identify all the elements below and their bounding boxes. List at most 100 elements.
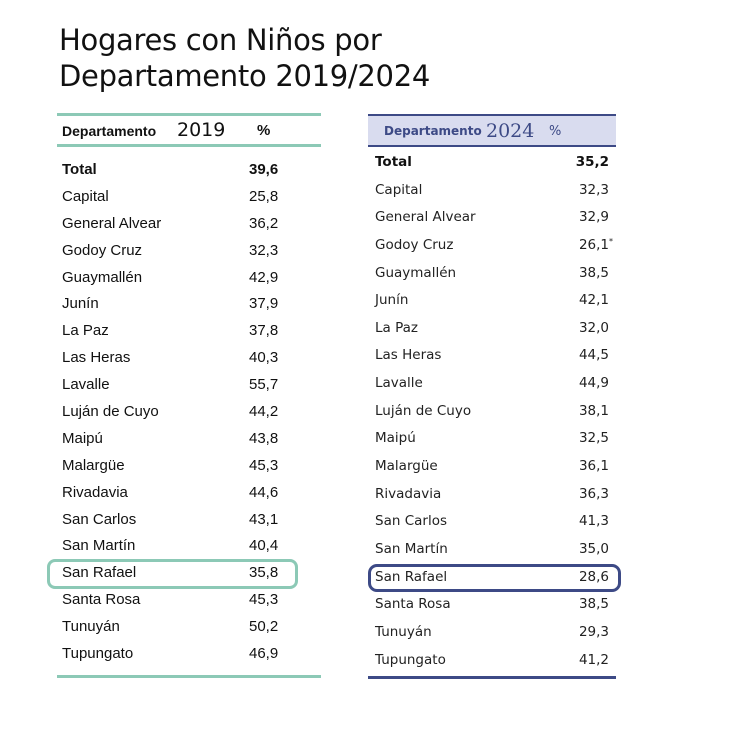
table-row: General Alvear 32,9 <box>368 206 616 234</box>
header-percent: % <box>257 122 271 139</box>
row-name: Luján de Cuyo <box>62 403 159 421</box>
bottom-rule <box>368 676 616 680</box>
highlight-box <box>47 559 298 590</box>
top-rule <box>368 114 616 116</box>
row-value: 26,1 <box>578 236 609 253</box>
top-rule <box>57 113 321 116</box>
table-row: Rivadavia 36,3 <box>368 483 616 511</box>
header-departamento: Departamento <box>384 124 482 138</box>
table-row: San Martín 40,4 <box>57 534 321 561</box>
row-value: 55,7 <box>249 376 279 394</box>
table-row: Malargüe 36,1 <box>368 455 616 483</box>
row-name: Rivadavia <box>375 485 442 502</box>
table-row: Las Heras 40,3 <box>57 346 321 373</box>
row-value: 36,2 <box>249 214 279 232</box>
footnote-marker: * <box>609 236 613 246</box>
row-value: 32,5 <box>578 430 609 447</box>
row-value: 35,2 <box>575 154 609 170</box>
row-value: 45,3 <box>249 456 279 474</box>
table-row: Capital 32,3 <box>368 179 616 207</box>
row-value: 44,5 <box>578 347 609 364</box>
table-2024: Departamento 2024 % Total 35,2 Capital 32,3… <box>368 114 621 680</box>
title-line-1: Hogares con Niños por <box>59 23 382 57</box>
row-value: 42,9 <box>249 268 279 286</box>
row-value: 36,1 <box>578 458 609 475</box>
table-row: Maipú 43,8 <box>57 427 321 454</box>
row-name: La Paz <box>62 322 109 340</box>
row-value: 36,3 <box>578 485 609 502</box>
row-name: Maipú <box>62 429 103 447</box>
row-name: Godoy Cruz <box>62 241 143 259</box>
row-value: 38,5 <box>578 596 609 613</box>
row-name: Guaymallén <box>375 264 457 281</box>
row-name: Godoy Cruz <box>375 236 454 253</box>
table-row: Malargüe 45,3 <box>57 454 321 481</box>
row-name: Capital <box>375 181 423 198</box>
row-name: Las Heras <box>375 347 442 364</box>
row-value: 44,6 <box>249 483 279 501</box>
row-value: 45,3 <box>249 591 279 609</box>
row-value: 43,8 <box>249 429 279 447</box>
table-header: Departamento 2024 % <box>368 116 616 145</box>
row-name: Maipú <box>375 430 416 447</box>
header-year: 2024 <box>486 120 535 142</box>
table-row: General Alvear 36,2 <box>57 212 321 239</box>
header-year: 2019 <box>177 119 226 141</box>
table-row: Godoy Cruz 26,1* <box>368 234 616 262</box>
row-name: Las Heras <box>62 349 131 367</box>
row-value: 41,2 <box>578 651 609 668</box>
table-row: Tunuyán 50,2 <box>57 615 321 642</box>
header-rule <box>368 145 616 147</box>
row-value: 38,5 <box>578 264 609 281</box>
row-name: Malargüe <box>62 456 125 474</box>
row-name: Guaymallén <box>62 268 143 286</box>
table-row: La Paz 37,8 <box>57 319 321 346</box>
row-name: Santa Rosa <box>62 591 141 609</box>
row-value: 29,3 <box>578 623 609 640</box>
table-row: Maipú 32,5 <box>368 427 616 455</box>
table-row: Godoy Cruz 32,3 <box>57 239 321 266</box>
row-value: 35,8 <box>249 564 279 582</box>
table-row: Junín 42,1 <box>368 289 616 317</box>
row-name: Junín <box>375 292 409 309</box>
row-value: 40,3 <box>249 349 279 367</box>
table-row: Tupungato 46,9 <box>57 642 321 669</box>
table-row: La Paz 32,0 <box>368 317 616 345</box>
total-row: Total 35,2 <box>368 151 616 179</box>
header-rule <box>57 144 321 147</box>
highlight-box <box>368 563 621 592</box>
table-row: San Carlos 41,3 <box>368 510 616 538</box>
table-row: Rivadavia 44,6 <box>57 481 321 508</box>
table-row: Guaymallén 42,9 <box>57 266 321 293</box>
row-name: San Carlos <box>62 510 137 528</box>
row-name: San Rafael <box>62 564 137 582</box>
row-value: 32,9 <box>578 209 609 226</box>
row-name: Total <box>375 154 412 170</box>
row-name: San Carlos <box>375 513 447 530</box>
table-row: San Rafael 35,8 <box>47 559 321 590</box>
row-name: San Martín <box>375 540 448 557</box>
table-row: San Rafael 28,6 <box>368 563 621 594</box>
row-name: La Paz <box>375 319 418 336</box>
row-name: Tupungato <box>375 651 446 668</box>
row-name: Capital <box>62 187 109 205</box>
header-percent: % <box>549 124 562 139</box>
table-header: Departamento 2019 % <box>57 116 321 144</box>
table-row: Tunuyán 29,3 <box>368 621 616 649</box>
table-row: Luján de Cuyo 38,1 <box>368 400 616 428</box>
table-row: Capital 25,8 <box>57 185 321 212</box>
row-value: 32,3 <box>249 241 279 259</box>
row-name: San Rafael <box>375 568 448 585</box>
table-row: Santa Rosa 45,3 <box>57 588 321 615</box>
row-value: 44,9 <box>578 375 609 392</box>
table-2019: Departamento 2019 % Total 39,6 Capital 25,8… <box>47 113 321 678</box>
row-name: Lavalle <box>62 376 110 394</box>
row-value-wrap: 26,1* <box>579 237 613 253</box>
bottom-rule <box>57 674 321 678</box>
table-body: Total 39,6 Capital 25,8 General Alvear 36,2 Go… <box>47 158 321 669</box>
row-value: 35,0 <box>578 540 609 557</box>
row-value: 28,6 <box>578 568 609 585</box>
table-row: Junín 37,9 <box>57 292 321 319</box>
table-row: Tupungato 41,2 <box>368 649 616 677</box>
row-value: 37,8 <box>249 322 279 340</box>
